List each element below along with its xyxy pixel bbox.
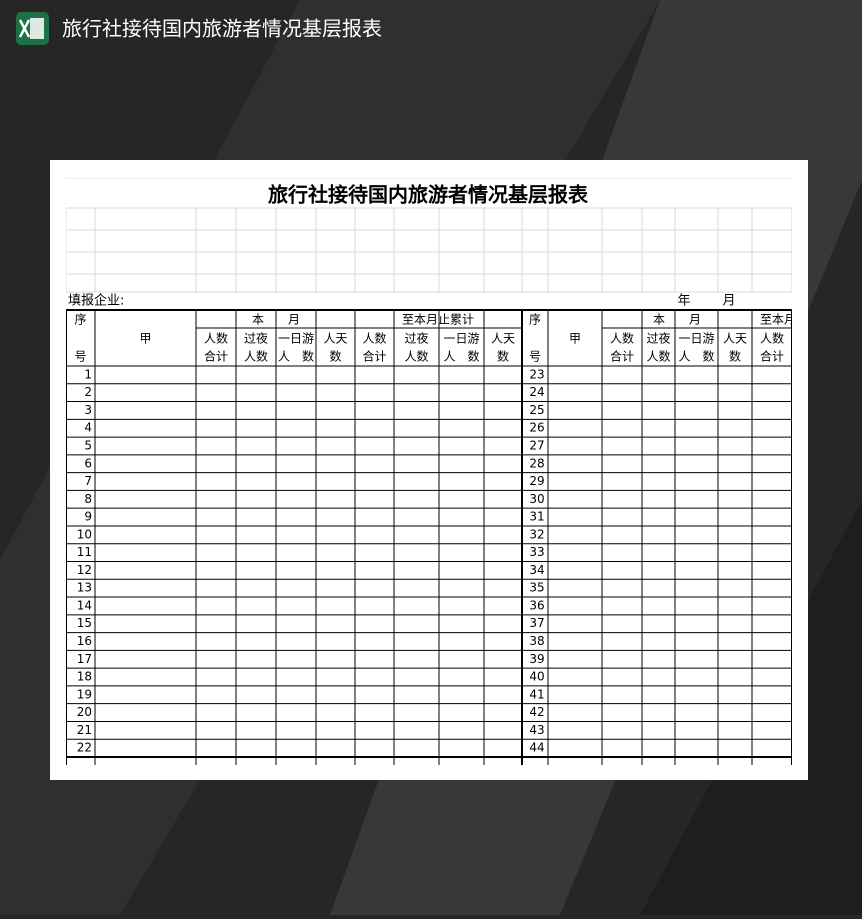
cell-text: 人数	[760, 331, 784, 346]
cell-text: 甲	[569, 332, 581, 346]
sheet	[50, 160, 808, 780]
cell-text: 32	[529, 527, 544, 541]
cell-text: 15	[77, 616, 92, 630]
cell-text: 10	[77, 527, 92, 541]
cell-text: 合计	[362, 349, 386, 364]
cell-text: 24	[529, 385, 544, 399]
cell-text: 人天	[323, 332, 347, 346]
cell-text: 人数	[244, 349, 268, 364]
cell-text: 甲	[139, 332, 151, 346]
cell-text: 19	[77, 687, 92, 701]
cell-text: 27	[529, 438, 544, 452]
cell-text: 一日游	[678, 332, 714, 346]
cell-text: 35	[529, 581, 544, 595]
cell-text: 37	[529, 616, 544, 630]
cell-text: 41	[529, 687, 544, 701]
cell-text: 合计	[760, 349, 784, 364]
cell-text: 人 数	[678, 349, 714, 364]
cell-text: 人数	[404, 349, 428, 364]
cell-text: 4	[84, 421, 92, 435]
cell-text: 23	[529, 367, 544, 381]
cell-text: 44	[529, 741, 544, 755]
cell-text: 过夜	[404, 331, 428, 346]
cell-text: 39	[529, 652, 544, 666]
cell-text: 42	[529, 705, 544, 719]
cell-text: 30	[529, 492, 544, 506]
cell-text: 至本月止累计	[402, 313, 474, 327]
cell-text: 本 月	[252, 313, 300, 327]
cell-text: 人 数	[443, 349, 479, 364]
cell-text: 5	[84, 438, 92, 452]
cell-text: 数	[497, 349, 509, 364]
cell-text: 16	[77, 634, 92, 648]
cell-text: 人数	[204, 331, 228, 346]
cell-text: 1	[84, 367, 92, 381]
cell-text: 36	[529, 598, 544, 612]
cell-text: 人数	[610, 331, 634, 346]
cell-text: 一日游	[443, 332, 479, 346]
cell-text: 43	[529, 723, 544, 737]
cell-text: 13	[77, 581, 92, 595]
cell-text: 7	[84, 474, 92, 488]
cell-text: 9	[84, 510, 92, 524]
page-title: 旅行社接待国内旅游者情况基层报表	[62, 17, 382, 41]
cell-text: 21	[77, 723, 92, 737]
cell-text: 人数	[362, 331, 386, 346]
cell-text: 填报企业:	[68, 293, 124, 309]
cell-text: 12	[77, 563, 92, 577]
cell-text: 年	[677, 294, 690, 309]
cell-text: 38	[529, 634, 544, 648]
cell-text: 本 月	[653, 313, 701, 327]
cell-text: 6	[84, 456, 92, 470]
cell-text: 过夜	[646, 331, 670, 346]
cell-text: 至本月止累计	[760, 313, 832, 327]
cell-text: 数	[329, 349, 341, 364]
cell-text: 人天	[723, 332, 747, 346]
cell-text: 人 数	[278, 349, 314, 364]
cell-text: 22	[77, 741, 92, 755]
cell-text: 20	[77, 705, 92, 719]
cell-text: 数	[729, 349, 741, 364]
cell-text: 28	[529, 456, 544, 470]
cell-text: 号	[74, 350, 86, 364]
cell-text: 合计	[204, 349, 228, 364]
cell-text: 一日游	[278, 332, 314, 346]
cell-text: 34	[529, 563, 544, 577]
cell-text: 序	[74, 312, 86, 327]
cell-text: 17	[77, 652, 92, 666]
cell-text: 人天	[491, 332, 515, 346]
cell-text: 31	[529, 510, 544, 524]
cell-text: 序	[529, 312, 541, 327]
cell-text: 号	[529, 350, 541, 364]
cell-text: 18	[77, 670, 92, 684]
cell-text: 33	[529, 545, 544, 559]
cell-text: 8	[84, 492, 92, 506]
sheet-title: 旅行社接待国内旅游者情况基层报表	[268, 183, 589, 207]
cell-text: 25	[529, 403, 544, 417]
cell-text: 月	[722, 294, 735, 309]
cell-text: 合计	[610, 349, 634, 364]
cell-text: 29	[529, 474, 544, 488]
cell-text: 11	[77, 545, 92, 559]
excel-icon-page	[30, 18, 44, 39]
cell-text: 40	[529, 670, 544, 684]
cell-text: 人数	[646, 349, 670, 364]
cell-text: 过夜	[244, 331, 268, 346]
excel-icon-x	[18, 19, 31, 38]
cell-text: 2	[84, 385, 92, 399]
cell-text: 14	[77, 598, 92, 612]
cell-text: 3	[84, 403, 92, 417]
cell-text: 26	[529, 421, 544, 435]
